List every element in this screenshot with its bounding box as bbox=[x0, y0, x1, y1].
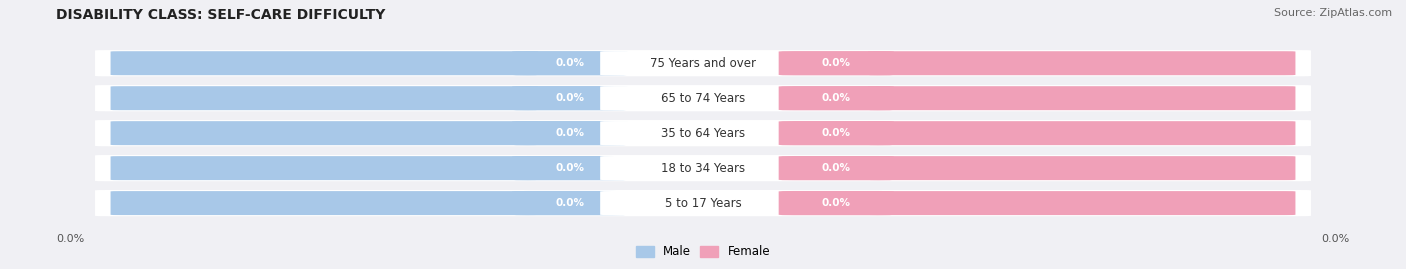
Text: 0.0%: 0.0% bbox=[555, 128, 585, 138]
Text: DISABILITY CLASS: SELF-CARE DIFFICULTY: DISABILITY CLASS: SELF-CARE DIFFICULTY bbox=[56, 8, 385, 22]
FancyBboxPatch shape bbox=[96, 190, 1310, 216]
FancyBboxPatch shape bbox=[868, 121, 1295, 145]
Text: Source: ZipAtlas.com: Source: ZipAtlas.com bbox=[1274, 8, 1392, 18]
Text: 0.0%: 0.0% bbox=[555, 93, 585, 103]
FancyBboxPatch shape bbox=[512, 191, 627, 215]
Text: 0.0%: 0.0% bbox=[821, 198, 851, 208]
FancyBboxPatch shape bbox=[600, 51, 806, 75]
FancyBboxPatch shape bbox=[111, 86, 538, 110]
FancyBboxPatch shape bbox=[779, 121, 894, 145]
Text: 75 Years and over: 75 Years and over bbox=[650, 57, 756, 70]
FancyBboxPatch shape bbox=[779, 51, 894, 75]
FancyBboxPatch shape bbox=[96, 85, 1310, 111]
FancyBboxPatch shape bbox=[600, 191, 806, 215]
Text: 0.0%: 0.0% bbox=[555, 198, 585, 208]
FancyBboxPatch shape bbox=[600, 156, 806, 180]
FancyBboxPatch shape bbox=[868, 86, 1295, 110]
FancyBboxPatch shape bbox=[111, 121, 538, 145]
FancyBboxPatch shape bbox=[600, 86, 806, 110]
Text: 0.0%: 0.0% bbox=[821, 163, 851, 173]
Text: 18 to 34 Years: 18 to 34 Years bbox=[661, 162, 745, 175]
FancyBboxPatch shape bbox=[779, 86, 894, 110]
FancyBboxPatch shape bbox=[96, 155, 1310, 181]
FancyBboxPatch shape bbox=[512, 86, 627, 110]
Text: 0.0%: 0.0% bbox=[555, 163, 585, 173]
Text: 5 to 17 Years: 5 to 17 Years bbox=[665, 197, 741, 210]
Text: 0.0%: 0.0% bbox=[821, 58, 851, 68]
FancyBboxPatch shape bbox=[111, 191, 538, 215]
FancyBboxPatch shape bbox=[512, 121, 627, 145]
FancyBboxPatch shape bbox=[868, 191, 1295, 215]
FancyBboxPatch shape bbox=[512, 51, 627, 75]
FancyBboxPatch shape bbox=[512, 156, 627, 180]
Text: 0.0%: 0.0% bbox=[1322, 234, 1350, 244]
FancyBboxPatch shape bbox=[111, 51, 538, 75]
FancyBboxPatch shape bbox=[868, 156, 1295, 180]
Text: 65 to 74 Years: 65 to 74 Years bbox=[661, 92, 745, 105]
Text: 0.0%: 0.0% bbox=[555, 58, 585, 68]
FancyBboxPatch shape bbox=[600, 121, 806, 145]
FancyBboxPatch shape bbox=[96, 50, 1310, 76]
Text: 0.0%: 0.0% bbox=[56, 234, 84, 244]
Text: 35 to 64 Years: 35 to 64 Years bbox=[661, 127, 745, 140]
FancyBboxPatch shape bbox=[96, 120, 1310, 146]
Text: 0.0%: 0.0% bbox=[821, 128, 851, 138]
Text: 0.0%: 0.0% bbox=[821, 93, 851, 103]
FancyBboxPatch shape bbox=[779, 156, 894, 180]
FancyBboxPatch shape bbox=[868, 51, 1295, 75]
FancyBboxPatch shape bbox=[779, 191, 894, 215]
Legend: Male, Female: Male, Female bbox=[631, 241, 775, 263]
FancyBboxPatch shape bbox=[111, 156, 538, 180]
